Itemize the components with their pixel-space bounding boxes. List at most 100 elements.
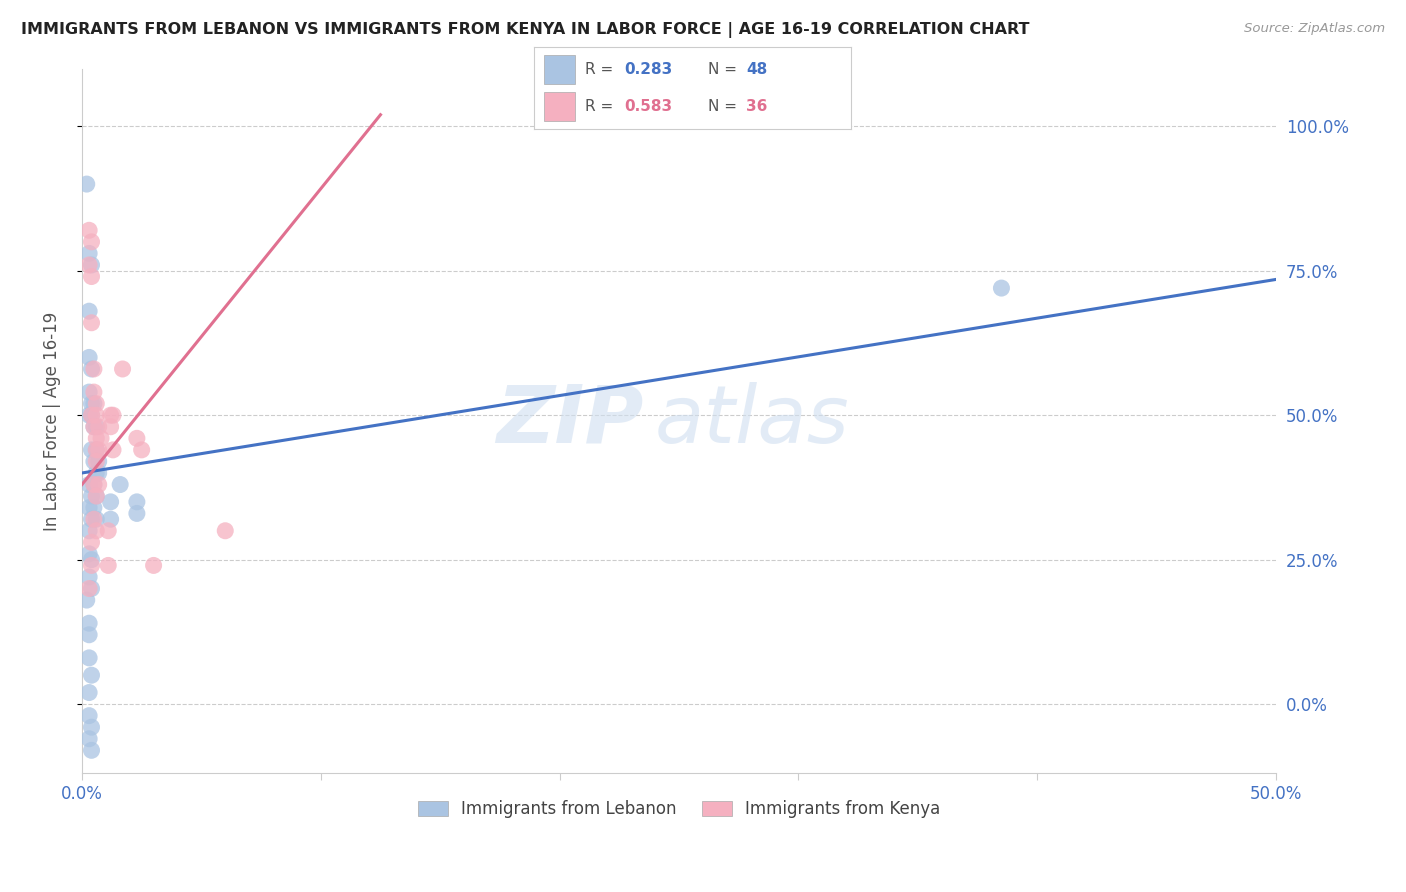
Text: 48: 48 (747, 62, 768, 77)
Point (77, 616, 100, 631)
Point (80, 558, 103, 573)
Point (142, 558, 165, 573)
Bar (544, 54, 575, 84)
Point (125, 431, 148, 445)
Point (77, 477, 100, 491)
Point (80, 720, 103, 734)
Point (83, 454, 105, 468)
Point (77, 351, 100, 365)
Point (83, 362, 105, 376)
Point (77, 685, 100, 699)
Point (84, 419, 107, 434)
Point (125, 507, 148, 521)
Point (77, 628, 100, 642)
Point (87, 419, 110, 434)
Text: R =: R = (585, 99, 619, 114)
Point (87, 466, 110, 480)
Point (77, 246, 100, 260)
Text: N =: N = (709, 62, 742, 77)
Text: 0.283: 0.283 (624, 62, 672, 77)
Point (83, 477, 105, 491)
Text: 0.583: 0.583 (624, 99, 672, 114)
Point (84, 431, 107, 445)
Point (97, 524, 120, 538)
Point (80, 668, 103, 682)
Point (80, 408, 103, 422)
Point (76, 177, 98, 191)
Text: atlas: atlas (655, 382, 849, 460)
Point (101, 408, 124, 422)
Point (77, 500, 100, 515)
Point (84, 397, 107, 411)
Point (84, 489, 107, 503)
Point (84, 442, 107, 457)
Point (100, 419, 122, 434)
Y-axis label: In Labor Force | Age 16-19: In Labor Force | Age 16-19 (44, 311, 60, 531)
Point (77, 524, 100, 538)
Point (80, 552, 103, 566)
Point (77, 708, 100, 723)
Point (77, 385, 100, 400)
Point (108, 477, 131, 491)
Point (80, 489, 103, 503)
Point (80, 408, 103, 422)
Point (90, 431, 112, 445)
Point (84, 408, 107, 422)
Point (80, 235, 103, 249)
Point (84, 454, 107, 468)
Point (84, 524, 107, 538)
Point (87, 442, 110, 457)
Point (100, 495, 122, 509)
Legend: Immigrants from Lebanon, Immigrants from Kenya: Immigrants from Lebanon, Immigrants from… (411, 794, 946, 825)
Point (83, 512, 105, 526)
Text: R =: R = (585, 62, 619, 77)
Point (80, 362, 103, 376)
Point (214, 524, 236, 538)
Point (84, 489, 107, 503)
Point (80, 512, 103, 526)
Point (100, 512, 122, 526)
Point (77, 582, 100, 596)
Point (84, 442, 107, 457)
Point (83, 397, 105, 411)
Bar (544, 92, 575, 121)
Point (77, 304, 100, 318)
Point (80, 582, 103, 596)
Point (87, 477, 110, 491)
Point (80, 442, 103, 457)
Point (76, 593, 98, 607)
Point (80, 269, 103, 284)
Point (83, 500, 105, 515)
Point (77, 731, 100, 746)
Point (125, 495, 148, 509)
Point (77, 651, 100, 665)
Point (77, 223, 100, 237)
Point (80, 258, 103, 272)
Point (80, 397, 103, 411)
Point (77, 408, 100, 422)
Point (87, 454, 110, 468)
Point (101, 442, 124, 457)
Text: IMMIGRANTS FROM LEBANON VS IMMIGRANTS FROM KENYA IN LABOR FORCE | AGE 16-19 CORR: IMMIGRANTS FROM LEBANON VS IMMIGRANTS FR… (21, 22, 1029, 38)
Point (83, 385, 105, 400)
Point (84, 466, 107, 480)
Point (83, 419, 105, 434)
Point (77, 547, 100, 561)
Text: 36: 36 (747, 99, 768, 114)
Point (97, 558, 120, 573)
Text: N =: N = (709, 99, 742, 114)
Point (80, 316, 103, 330)
Point (83, 419, 105, 434)
Point (100, 408, 122, 422)
Point (80, 743, 103, 757)
Point (131, 442, 153, 457)
Point (84, 512, 107, 526)
Point (83, 477, 105, 491)
Text: Source: ZipAtlas.com: Source: ZipAtlas.com (1244, 22, 1385, 36)
Text: ZIP: ZIP (496, 382, 643, 460)
Point (77, 570, 100, 584)
Point (990, 281, 1012, 295)
Point (80, 535, 103, 549)
Point (77, 258, 100, 272)
Point (111, 362, 134, 376)
